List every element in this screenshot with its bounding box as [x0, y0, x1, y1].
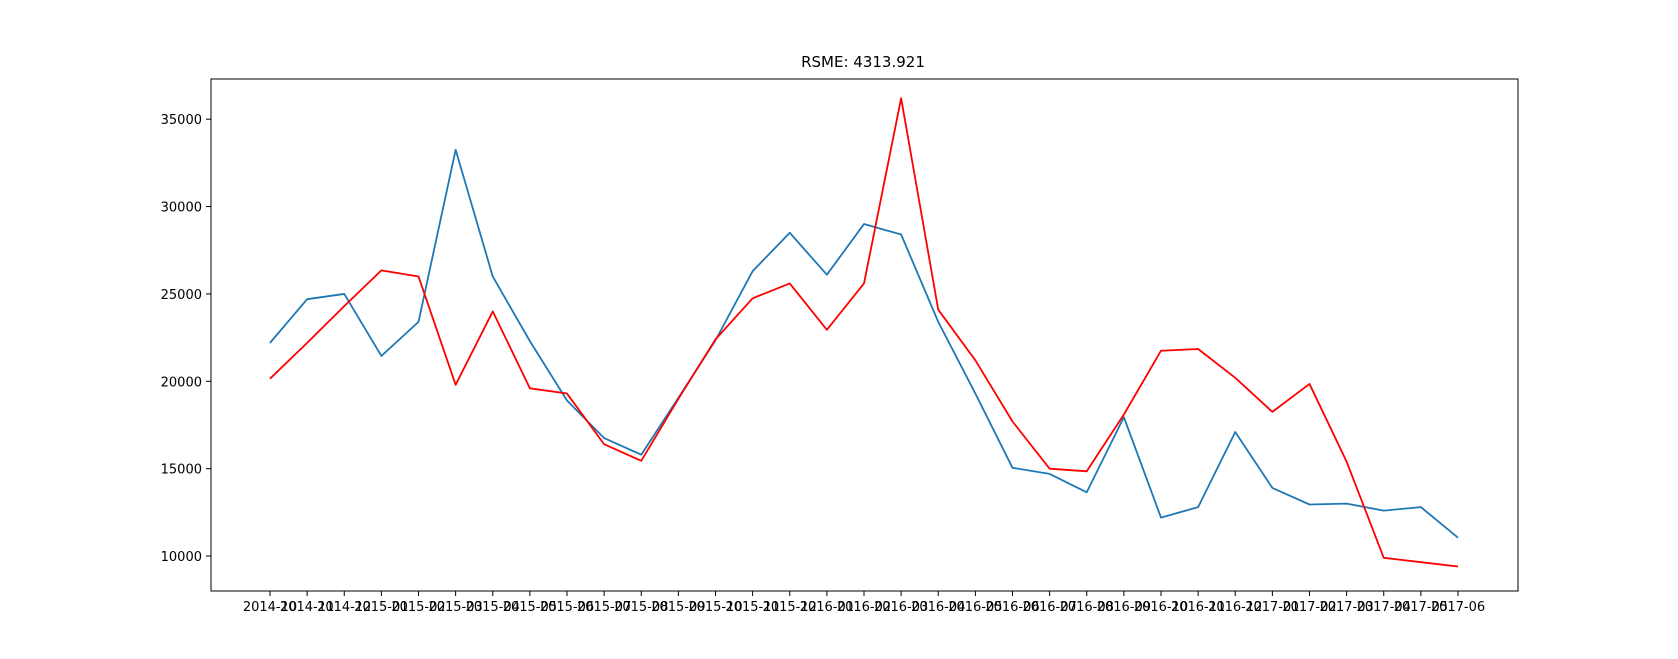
- series-layer: [269, 97, 1459, 568]
- x-tick-label: 2015-03: [428, 600, 482, 615]
- series-line-0: [269, 148, 1459, 539]
- x-tick-label: 2015-10: [688, 600, 742, 615]
- plot-frame: [210, 78, 1519, 592]
- x-tick-label: 2017-06: [1431, 600, 1485, 615]
- x-tick-label: 2016-01: [800, 600, 854, 615]
- x-tick-label: 2017-01: [1245, 600, 1299, 615]
- x-tick-label: 2015-11: [725, 600, 779, 615]
- x-tick-label: 2017-02: [1282, 600, 1336, 615]
- x-tick-label: 2016-05: [948, 600, 1002, 615]
- x-tick-label: 2016-07: [1022, 600, 1076, 615]
- y-tick-label: 20000: [161, 375, 202, 390]
- y-tick-label: 30000: [161, 201, 202, 216]
- x-tick-label: 2015-02: [391, 600, 445, 615]
- y-tick-label: 15000: [161, 463, 202, 478]
- x-tick-label: 2016-10: [1134, 600, 1188, 615]
- x-tick-label: 2015-01: [354, 600, 408, 615]
- x-tick-label: 2016-08: [1060, 600, 1114, 615]
- series-line-1: [269, 97, 1459, 568]
- x-tick-label: 2017-04: [1357, 600, 1411, 615]
- y-tick-label: 35000: [161, 113, 202, 128]
- x-tick-label: 2016-04: [911, 600, 965, 615]
- x-tick-label: 2015-06: [540, 600, 594, 615]
- x-tick-label: 2014-11: [280, 600, 334, 615]
- x-tick-label: 2015-07: [577, 600, 631, 615]
- y-tick-label: 10000: [161, 550, 202, 565]
- x-tick-label: 2017-05: [1394, 600, 1448, 615]
- x-tick-label: 2016-03: [874, 600, 928, 615]
- x-tick-label: 2015-05: [503, 600, 557, 615]
- x-tick-label: 2017-03: [1319, 600, 1373, 615]
- axes-layer: 1000015000200002500030000350002014-10201…: [161, 113, 1486, 615]
- x-tick-label: 2015-08: [614, 600, 668, 615]
- chart-title: RSME: 4313.921: [801, 53, 925, 71]
- x-tick-label: 2016-12: [1208, 600, 1262, 615]
- x-tick-label: 2016-11: [1171, 600, 1225, 615]
- x-tick-label: 2016-06: [985, 600, 1039, 615]
- x-tick-label: 2015-12: [763, 600, 817, 615]
- x-tick-label: 2014-10: [243, 600, 297, 615]
- x-tick-label: 2015-09: [651, 600, 705, 615]
- x-tick-label: 2014-12: [317, 600, 371, 615]
- y-tick-label: 25000: [161, 288, 202, 303]
- x-tick-label: 2015-04: [466, 600, 520, 615]
- x-tick-label: 2016-02: [837, 600, 891, 615]
- x-tick-label: 2016-09: [1097, 600, 1151, 615]
